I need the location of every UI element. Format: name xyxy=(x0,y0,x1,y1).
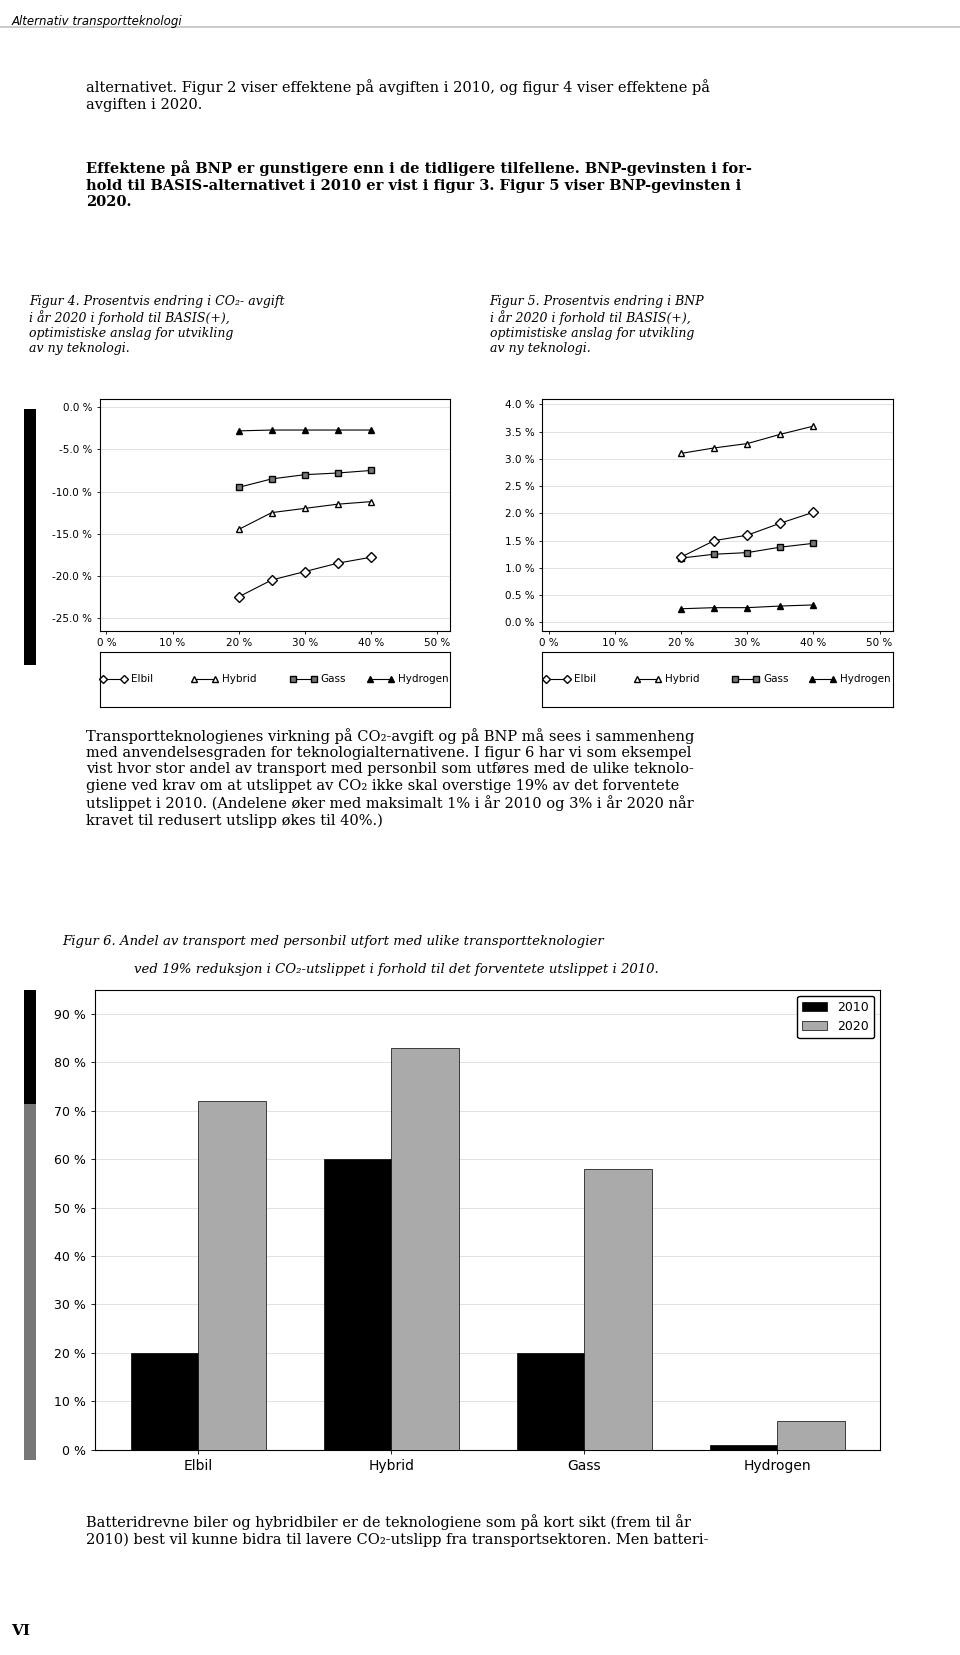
Text: alternativet. Figur 2 viser effektene på avgiften i 2010, og figur 4 viser effek: alternativet. Figur 2 viser effektene på… xyxy=(86,79,710,111)
Text: Hybrid: Hybrid xyxy=(223,674,257,685)
Text: Figur 6. Andel av transport med personbil utfort med ulike transportteknologier: Figur 6. Andel av transport med personbi… xyxy=(62,935,604,948)
Text: Gass: Gass xyxy=(763,674,789,685)
Bar xyxy=(709,1445,777,1450)
Bar xyxy=(516,1352,584,1450)
X-axis label: Reduksjon i CO2-utslipp: Reduksjon i CO2-utslipp xyxy=(201,654,349,664)
Text: Figur 4. Prosentvis endring i CO₂- avgift
i år 2020 i forhold til BASIS(+),
opti: Figur 4. Prosentvis endring i CO₂- avgif… xyxy=(29,295,284,354)
Bar xyxy=(392,1048,459,1450)
Text: Hybrid: Hybrid xyxy=(665,674,700,685)
Text: Transportteknologienes virkning på CO₂-avgift og på BNP må sees i sammenheng
med: Transportteknologienes virkning på CO₂-a… xyxy=(86,728,695,828)
Text: VI: VI xyxy=(12,1625,31,1638)
Bar xyxy=(131,1352,199,1450)
Text: Batteridrevne biler og hybridbiler er de teknologiene som på kort sikt (frem til: Batteridrevne biler og hybridbiler er de… xyxy=(86,1514,708,1547)
Bar xyxy=(584,1168,652,1450)
Text: Elbil: Elbil xyxy=(574,674,596,685)
Text: Figur 5. Prosentvis endring i BNP
i år 2020 i forhold til BASIS(+),
optimistiske: Figur 5. Prosentvis endring i BNP i år 2… xyxy=(490,295,705,354)
Bar xyxy=(777,1420,845,1450)
Legend: 2010, 2020: 2010, 2020 xyxy=(798,996,874,1038)
Bar xyxy=(324,1158,392,1450)
Bar xyxy=(199,1101,266,1450)
Text: Hydrogen: Hydrogen xyxy=(397,674,448,685)
Text: ved 19% reduksjon i CO₂-utslippet i forhold til det forventete utslippet i 2010.: ved 19% reduksjon i CO₂-utslippet i forh… xyxy=(134,963,660,976)
Text: Effektene på BNP er gunstigere enn i de tidligere tilfellene. BNP-gevinsten i fo: Effektene på BNP er gunstigere enn i de … xyxy=(86,161,753,209)
X-axis label: Reduksjon i CO2-utslipp: Reduksjon i CO2-utslipp xyxy=(643,654,792,664)
Text: Elbil: Elbil xyxy=(132,674,154,685)
Text: Hydrogen: Hydrogen xyxy=(840,674,891,685)
Text: Gass: Gass xyxy=(321,674,347,685)
Text: Alternativ transportteknologi: Alternativ transportteknologi xyxy=(12,15,182,28)
